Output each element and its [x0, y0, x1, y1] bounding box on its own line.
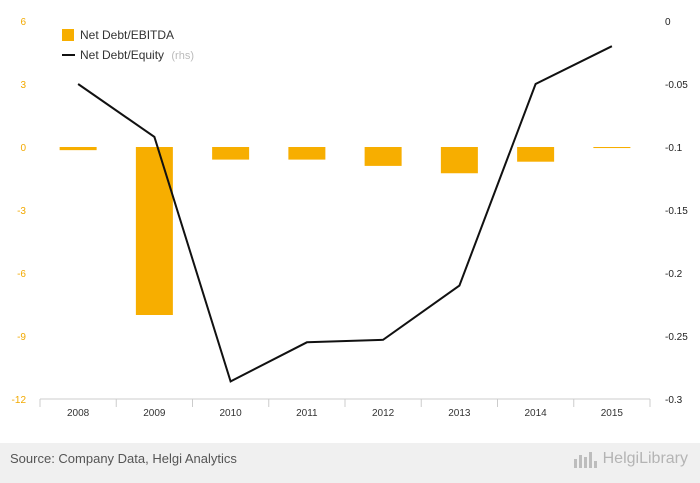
bar-chart-icon	[573, 452, 597, 468]
x-tick-label: 2008	[67, 408, 90, 419]
y-left-tick-label: 3	[20, 80, 26, 91]
legend-swatch-bar	[62, 29, 74, 41]
helgi-library-logo[interactable]: HelgiLibrary	[573, 449, 688, 469]
x-tick-label: 2012	[372, 408, 395, 419]
legend-label-line: Net Debt/Equity (rhs)	[80, 48, 194, 62]
bar	[288, 147, 326, 160]
legend: Net Debt/EBITDA Net Debt/Equity (rhs)	[62, 28, 194, 62]
x-axis: 2008 2009 2010 2011 2012 2013 2014 2015	[39, 399, 651, 419]
legend-label-line-note: (rhs)	[171, 50, 194, 62]
bar	[135, 147, 173, 315]
y-left-tick-label: 6	[20, 17, 26, 28]
y-left-tick-label: -9	[17, 332, 26, 343]
chart: 6 3 0 -3 -6 -9 -12 0 -0.05 -0.1 -0.15 -0.2 -0.25 -0.…	[12, 17, 689, 419]
y-left-tick-label: -3	[17, 206, 26, 217]
y-left-tick-label: -6	[17, 269, 26, 280]
y-right-tick-label: 0	[665, 17, 671, 28]
legend-label-bar: Net Debt/EBITDA	[80, 28, 174, 42]
line-path	[77, 45, 613, 383]
y-right-tick-label: -0.3	[665, 395, 683, 406]
bar	[364, 147, 402, 166]
x-tick-label: 2010	[220, 408, 243, 419]
y-right-tick-label: -0.25	[665, 332, 688, 343]
bar	[440, 147, 478, 174]
x-tick-label: 2014	[525, 408, 548, 419]
y-right-tick-label: -0.15	[665, 206, 688, 217]
x-tick-label: 2013	[448, 408, 471, 419]
right-axis: 0 -0.05 -0.1 -0.15 -0.2 -0.25 -0.3	[665, 17, 688, 406]
y-right-tick-label: -0.1	[665, 143, 683, 154]
y-right-tick-label: -0.05	[665, 80, 688, 91]
x-tick-label: 2011	[296, 408, 318, 419]
source-text: Source: Company Data, Helgi Analytics	[10, 451, 237, 466]
y-left-tick-label: 0	[20, 143, 26, 154]
bar-series	[59, 147, 631, 315]
y-right-tick-label: -0.2	[665, 269, 683, 280]
x-tick-label: 2015	[601, 408, 624, 419]
bar	[593, 147, 631, 149]
bar	[212, 147, 250, 160]
legend-label-line-name: Net Debt/Equity	[80, 48, 164, 62]
line-series	[77, 45, 613, 383]
left-axis: 6 3 0 -3 -6 -9 -12	[12, 17, 27, 406]
logo-text: HelgiLibrary	[602, 450, 688, 467]
footer: Source: Company Data, Helgi Analytics He…	[0, 443, 700, 483]
x-tick-label: 2009	[143, 408, 166, 419]
bar	[517, 147, 555, 162]
y-left-tick-label: -12	[12, 395, 27, 406]
bar	[59, 147, 97, 151]
